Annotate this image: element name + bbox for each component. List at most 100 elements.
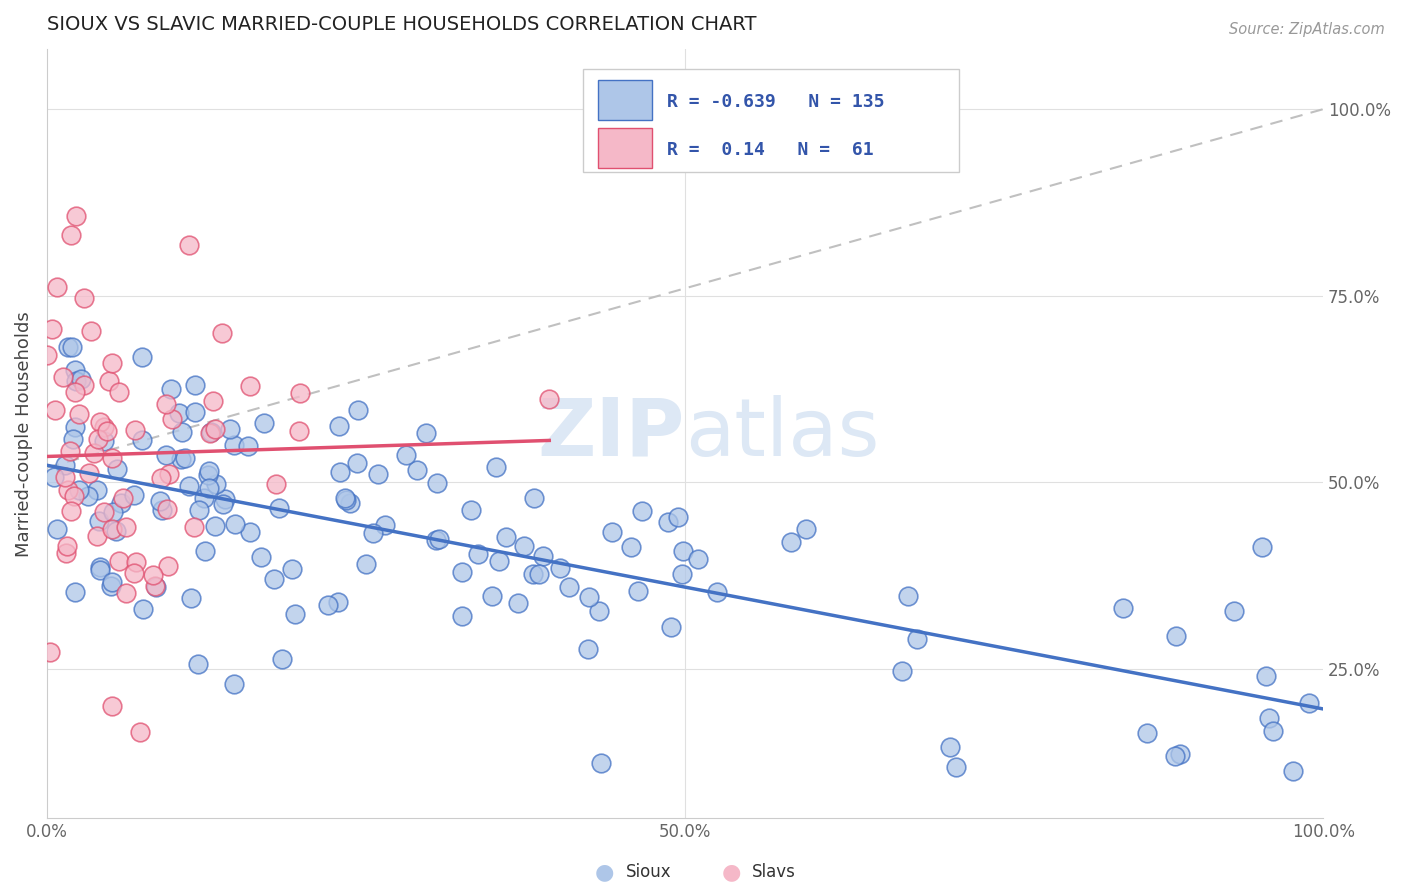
Point (63, 489, 86, 503)
Text: atlas: atlas (685, 395, 879, 473)
Point (513, 539, 536, 553)
Y-axis label: Married-couple Households: Married-couple Households (15, 311, 32, 557)
Point (363, 526, 385, 541)
Point (288, 424, 311, 438)
Point (63, 420, 86, 434)
Point (100, 578, 122, 592)
Point (335, 491, 357, 506)
Point (67, 407, 90, 421)
Text: R = -0.639   N = 135: R = -0.639 N = 135 (666, 93, 884, 111)
Point (42, 469, 65, 483)
Point (945, 760, 967, 774)
Point (73, 291, 96, 305)
Point (73, 378, 96, 392)
Point (706, 584, 728, 599)
Point (794, 522, 817, 536)
Point (193, 491, 215, 505)
Point (346, 456, 368, 470)
Point (281, 562, 304, 576)
Point (170, 425, 193, 439)
Point (1282, 764, 1305, 778)
Point (198, 481, 221, 495)
Point (1168, 747, 1191, 761)
Point (657, 515, 679, 529)
Point (52, 370, 75, 384)
Point (1261, 723, 1284, 738)
Point (132, 602, 155, 616)
Point (891, 665, 914, 679)
Point (267, 501, 290, 516)
Point (395, 448, 418, 462)
Point (93, 505, 115, 519)
Point (198, 464, 221, 478)
Point (631, 504, 654, 518)
Point (197, 467, 219, 482)
Point (112, 491, 135, 506)
Point (198, 426, 221, 441)
Point (110, 496, 132, 510)
Point (451, 609, 474, 624)
Point (160, 412, 183, 426)
Point (77, 466, 100, 480)
Point (89, 560, 111, 574)
Point (37, 347, 59, 361)
Point (83, 446, 105, 460)
Text: Slavs: Slavs (752, 863, 796, 881)
Point (1166, 630, 1188, 644)
Point (93, 434, 115, 448)
Point (328, 418, 350, 433)
Point (239, 378, 262, 392)
Text: ●: ● (595, 863, 614, 882)
Point (1223, 604, 1246, 618)
Point (53, 469, 76, 483)
Point (460, 503, 482, 517)
Point (184, 377, 207, 392)
Point (170, 452, 193, 467)
Point (53, 458, 76, 472)
Point (214, 491, 236, 506)
Text: Sioux: Sioux (626, 863, 671, 881)
Point (63, 363, 86, 377)
Point (86, 483, 108, 497)
Point (194, 543, 217, 558)
Point (104, 524, 127, 539)
Point (80, 324, 103, 338)
Point (284, 607, 307, 621)
Point (56, 483, 79, 497)
Point (115, 520, 138, 534)
Point (266, 477, 288, 491)
Point (125, 555, 148, 569)
Point (187, 502, 209, 516)
FancyBboxPatch shape (598, 128, 652, 168)
Point (249, 549, 271, 564)
Point (108, 385, 131, 400)
Point (224, 516, 246, 531)
Point (506, 596, 529, 610)
Point (67, 483, 90, 497)
Point (65, 209, 87, 223)
Point (142, 567, 165, 582)
Point (105, 462, 128, 476)
Point (184, 405, 207, 419)
Point (60, 341, 83, 355)
Point (239, 525, 262, 540)
Point (671, 567, 693, 582)
Point (222, 677, 245, 691)
Point (211, 326, 233, 340)
Point (905, 632, 928, 646)
Point (218, 422, 240, 436)
Point (65, 585, 87, 599)
Point (100, 698, 122, 713)
Point (108, 554, 131, 568)
Point (1258, 711, 1281, 725)
Point (44, 403, 66, 417)
Point (481, 589, 503, 603)
Point (160, 382, 183, 396)
Point (1164, 748, 1187, 763)
Point (60, 504, 83, 518)
Point (339, 496, 361, 510)
Point (155, 448, 177, 462)
Point (180, 591, 202, 606)
Text: SIOUX VS SLAVIC MARRIED-COUPLE HOUSEHOLDS CORRELATION CHART: SIOUX VS SLAVIC MARRIED-COUPLE HOUSEHOLD… (46, 15, 756, 34)
Point (523, 491, 546, 505)
